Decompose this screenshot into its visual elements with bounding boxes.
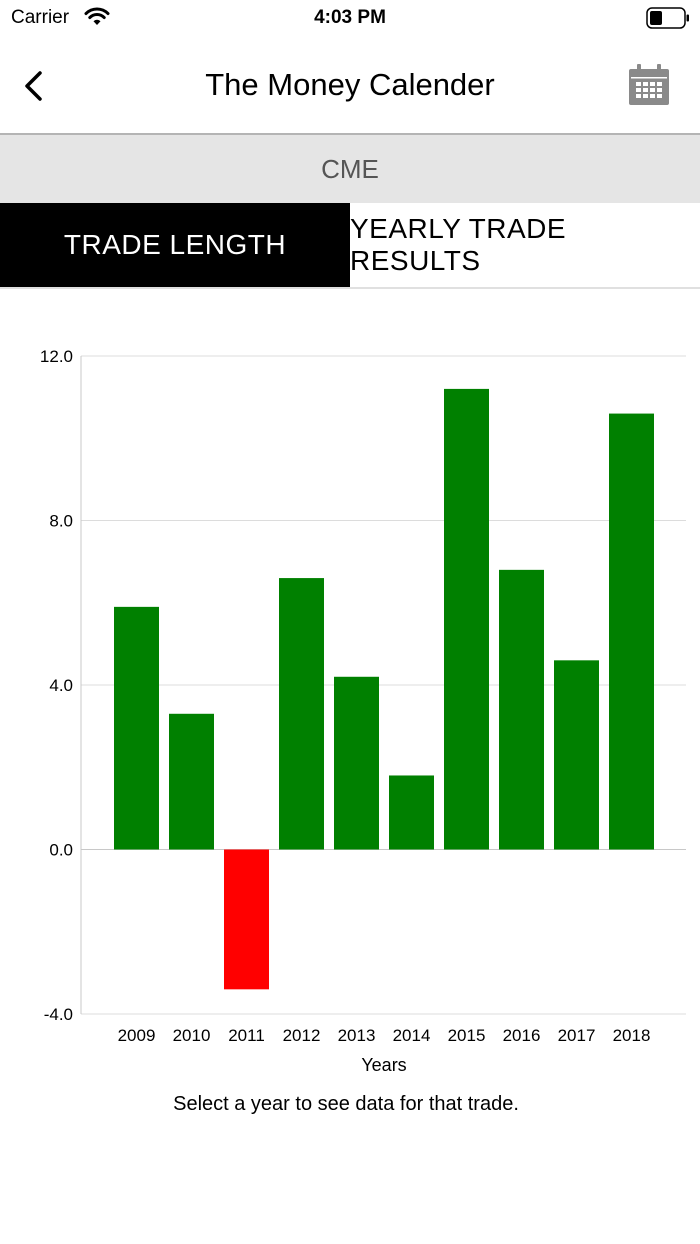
navigation-bar: The Money Calender: [0, 40, 700, 135]
y-tick-label: -4.0: [44, 1005, 73, 1024]
x-tick-label: 2018: [613, 1026, 651, 1045]
tab-bar: TRADE LENGTH YEARLY TRADE RESULTS: [0, 203, 700, 289]
bar-2010[interactable]: [169, 713, 214, 850]
bar-chart: -4.0 0.0 4.0 8.0 12.0 2009 2010 2011 2012 2013 201…: [0, 290, 700, 1090]
bar-2013[interactable]: [334, 676, 379, 850]
bar-2012[interactable]: [279, 578, 324, 850]
bar-2018[interactable]: [609, 413, 654, 850]
status-bar: Carrier 4:03 PM: [0, 0, 700, 40]
x-tick-label: 2010: [173, 1026, 211, 1045]
back-button[interactable]: [14, 64, 54, 108]
tab-yearly-trade-results[interactable]: YEARLY TRADE RESULTS: [350, 203, 700, 287]
status-time: 4:03 PM: [314, 7, 386, 28]
x-tick-label: 2016: [503, 1026, 541, 1045]
x-tick-label: 2013: [338, 1026, 376, 1045]
calendar-button[interactable]: [627, 63, 671, 107]
battery-icon: [646, 7, 689, 29]
carrier-label: Carrier: [11, 7, 70, 28]
page-title: The Money Calender: [205, 67, 495, 102]
bar-2014[interactable]: [389, 775, 434, 850]
segment-title: CME: [321, 154, 379, 184]
x-tick-label: 2014: [393, 1026, 431, 1045]
y-tick-label: 8.0: [49, 512, 73, 531]
chart-svg: -4.0 0.0 4.0 8.0 12.0 2009 2010 2011 2012 2013 201…: [40, 347, 686, 1075]
x-tick-label: 2017: [558, 1026, 596, 1045]
bar-2011[interactable]: [224, 849, 269, 990]
x-tick-label: 2012: [283, 1026, 321, 1045]
hint-text: Select a year to see data for that trade…: [173, 1093, 519, 1115]
y-tick-label: 0.0: [49, 841, 73, 860]
tab-trade-length[interactable]: TRADE LENGTH: [0, 203, 350, 287]
bar-2017[interactable]: [554, 660, 599, 850]
segment-header: CME: [0, 135, 700, 203]
y-tick-label: 12.0: [40, 347, 73, 366]
chevron-left-icon: [25, 71, 42, 101]
wifi-icon: [84, 7, 110, 25]
y-tick-label: 4.0: [49, 676, 73, 695]
x-tick-label: 2015: [448, 1026, 486, 1045]
x-tick-label: 2009: [118, 1026, 156, 1045]
bar-2015[interactable]: [444, 388, 489, 850]
bar-2016[interactable]: [499, 569, 544, 850]
x-axis-label: Years: [361, 1055, 406, 1075]
calendar-icon: [629, 64, 669, 105]
bar-2009[interactable]: [114, 606, 159, 850]
x-tick-label: 2011: [228, 1026, 265, 1045]
